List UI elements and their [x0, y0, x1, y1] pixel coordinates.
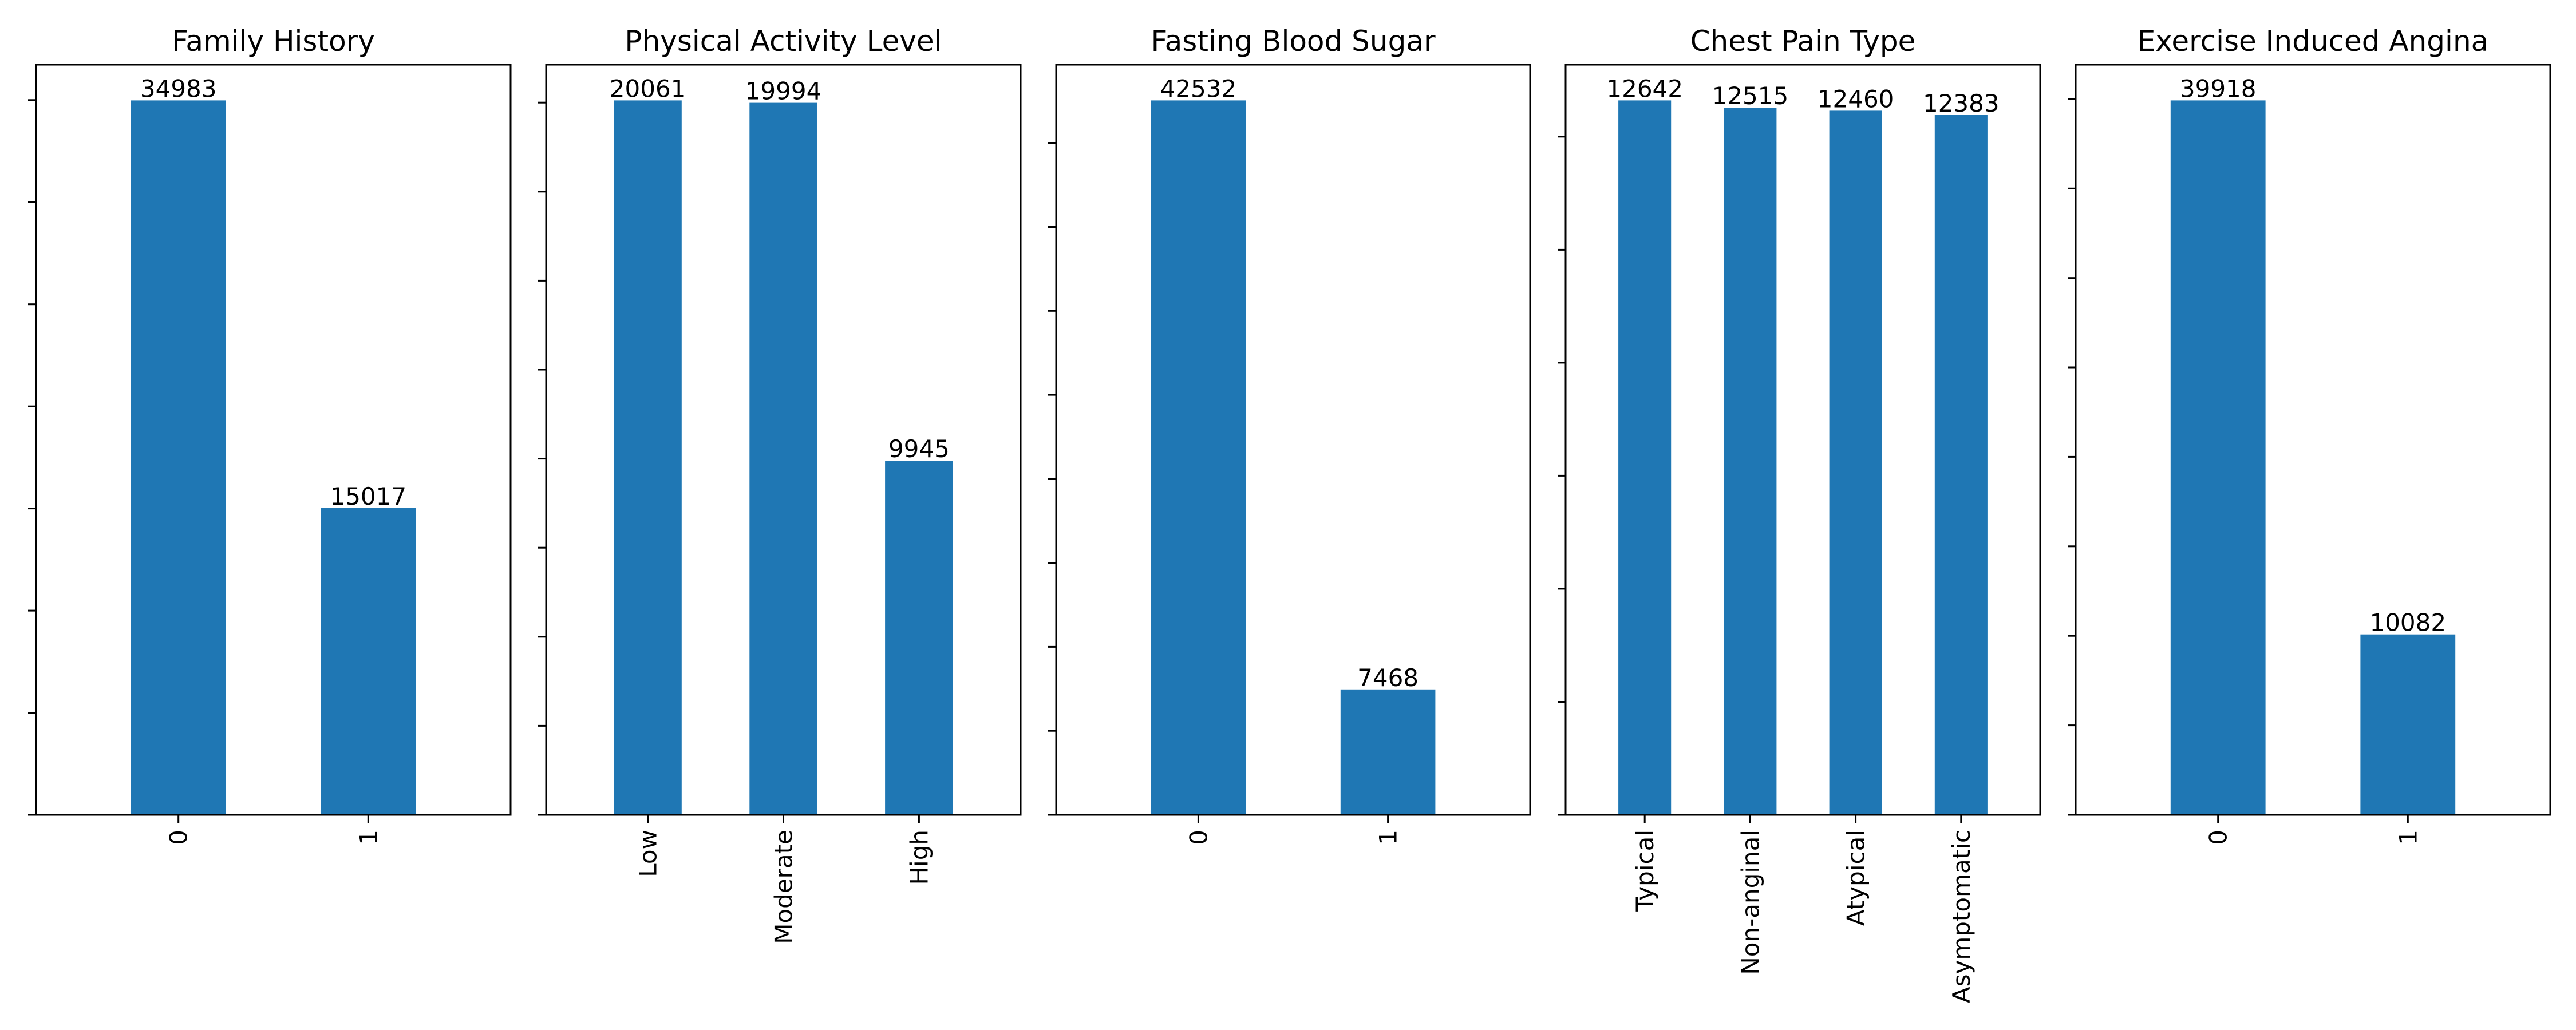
bar-value-label: 20061	[610, 74, 686, 102]
bar-value-label: 10082	[2369, 609, 2446, 637]
bar-value-label: 12515	[1712, 82, 1789, 110]
bar-value-label: 15017	[330, 482, 406, 510]
plot-frame	[2075, 64, 2551, 816]
bar	[1829, 110, 1882, 815]
x-tick-label: Asymptomatic	[1947, 830, 1976, 1003]
bar	[1724, 108, 1777, 815]
plot-frame	[1055, 64, 1531, 816]
chart-panel-4: 12642 Typical 12515 Non-anginal 12460 Atypica…	[1558, 25, 2041, 1003]
bar	[1151, 100, 1246, 815]
x-tick-label: 0	[1184, 830, 1212, 845]
x-tick-label: Low	[634, 830, 662, 877]
bar-value-label: 34983	[140, 74, 217, 102]
x-tick-label: 0	[165, 830, 193, 845]
bar-value-label: 12460	[1818, 85, 1894, 113]
bar-value-label: 19994	[745, 77, 822, 105]
bar	[885, 461, 953, 815]
plot-frame	[35, 64, 512, 816]
bar	[1618, 100, 1672, 815]
bar	[749, 102, 817, 815]
chart-title: Fasting Blood Sugar	[1151, 25, 1435, 58]
chart-title: Exercise Induced Angina	[2138, 25, 2489, 58]
bar	[2170, 100, 2266, 815]
chart-title: Physical Activity Level	[625, 25, 942, 58]
x-tick-label: 1	[354, 830, 382, 845]
chart-panel-1: 34983 0 15017 1 Family History	[28, 25, 512, 845]
bar-value-label: 7468	[1357, 664, 1419, 692]
bar-value-label: 42532	[1160, 74, 1237, 102]
bar	[1934, 115, 1988, 815]
chart-panel-3: 42532 0 7468 1 Fasting Blood Sugar	[1048, 25, 1531, 845]
x-tick-label: Non-anginal	[1736, 830, 1764, 975]
x-tick-label: Atypical	[1842, 830, 1870, 926]
x-tick-label: Moderate	[770, 830, 798, 944]
x-tick-label: High	[905, 830, 933, 885]
bar	[321, 508, 416, 815]
bar	[131, 100, 226, 815]
chart-panel-2: 20061 Low 19994 Moderate 9945 High Physical Ac…	[538, 25, 1022, 944]
bar-value-label: 12383	[1923, 89, 2000, 117]
bar	[614, 100, 682, 815]
x-tick-label: 1	[1374, 830, 1402, 845]
plot-frame	[1564, 64, 2041, 816]
chart-title: Family History	[172, 25, 375, 58]
bar-value-label: 9945	[888, 435, 950, 463]
x-tick-label: Typical	[1631, 830, 1659, 912]
x-tick-label: 1	[2394, 830, 2422, 845]
plot-frame	[545, 64, 1022, 816]
x-tick-label: 0	[2204, 830, 2233, 845]
bar-value-label: 39918	[2180, 74, 2257, 102]
bar	[1340, 689, 1436, 815]
chart-title: Chest Pain Type	[1690, 25, 1916, 58]
bar	[2360, 634, 2456, 815]
bar-value-label: 12642	[1606, 74, 1683, 102]
chart-panel-5: 39918 0 10082 1 Exercise Induced Angina	[2068, 25, 2551, 845]
